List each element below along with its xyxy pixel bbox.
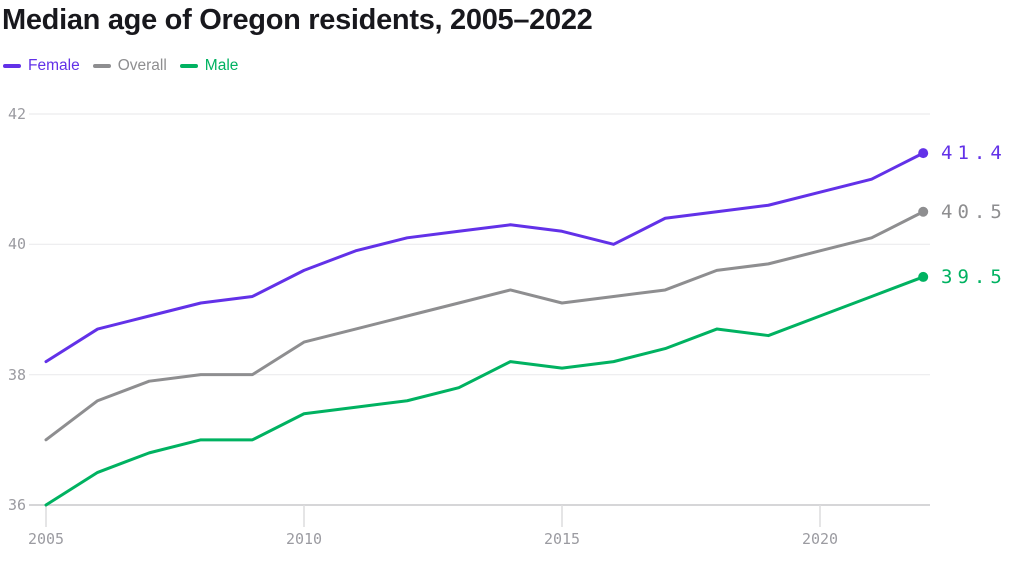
end-value-label-female: 41.4 bbox=[941, 142, 1007, 165]
series-line-female bbox=[44, 151, 925, 364]
x-axis-label-2015: 2015 bbox=[543, 530, 581, 548]
end-dot-male bbox=[918, 271, 929, 282]
chart-title: Median age of Oregon residents, 2005–202… bbox=[2, 4, 593, 36]
female-line-swatch-icon bbox=[3, 64, 21, 68]
legend-item-overall: Overall bbox=[92, 57, 167, 74]
y-axis-label-40: 40 bbox=[7, 235, 26, 254]
x-axis-label-2005: 2005 bbox=[27, 530, 65, 548]
male-line-swatch-icon bbox=[179, 64, 198, 68]
y-axis-label-38: 38 bbox=[7, 365, 26, 384]
legend-label-male: Male bbox=[204, 57, 239, 74]
legend-item-male: Male bbox=[179, 57, 239, 74]
x-axis-label-2020: 2020 bbox=[801, 530, 839, 548]
x-axis-label-2010: 2010 bbox=[285, 530, 323, 548]
end-dot-female bbox=[918, 148, 929, 159]
end-value-label-overall: 40.5 bbox=[941, 200, 1007, 223]
legend-item-female: Female bbox=[3, 58, 80, 74]
overall-line-swatch-icon bbox=[92, 64, 111, 68]
series-line-overall bbox=[44, 210, 925, 442]
end-value-label-male: 39.5 bbox=[941, 265, 1007, 288]
legend-label-female: Female bbox=[28, 57, 80, 74]
chart-legend: Female Overall Male bbox=[3, 58, 238, 74]
y-axis-label-42: 42 bbox=[7, 104, 26, 123]
end-dot-overall bbox=[918, 206, 929, 217]
series-line-male bbox=[44, 275, 925, 507]
legend-label-overall: Overall bbox=[117, 57, 167, 74]
y-axis-label-36: 36 bbox=[7, 496, 26, 514]
